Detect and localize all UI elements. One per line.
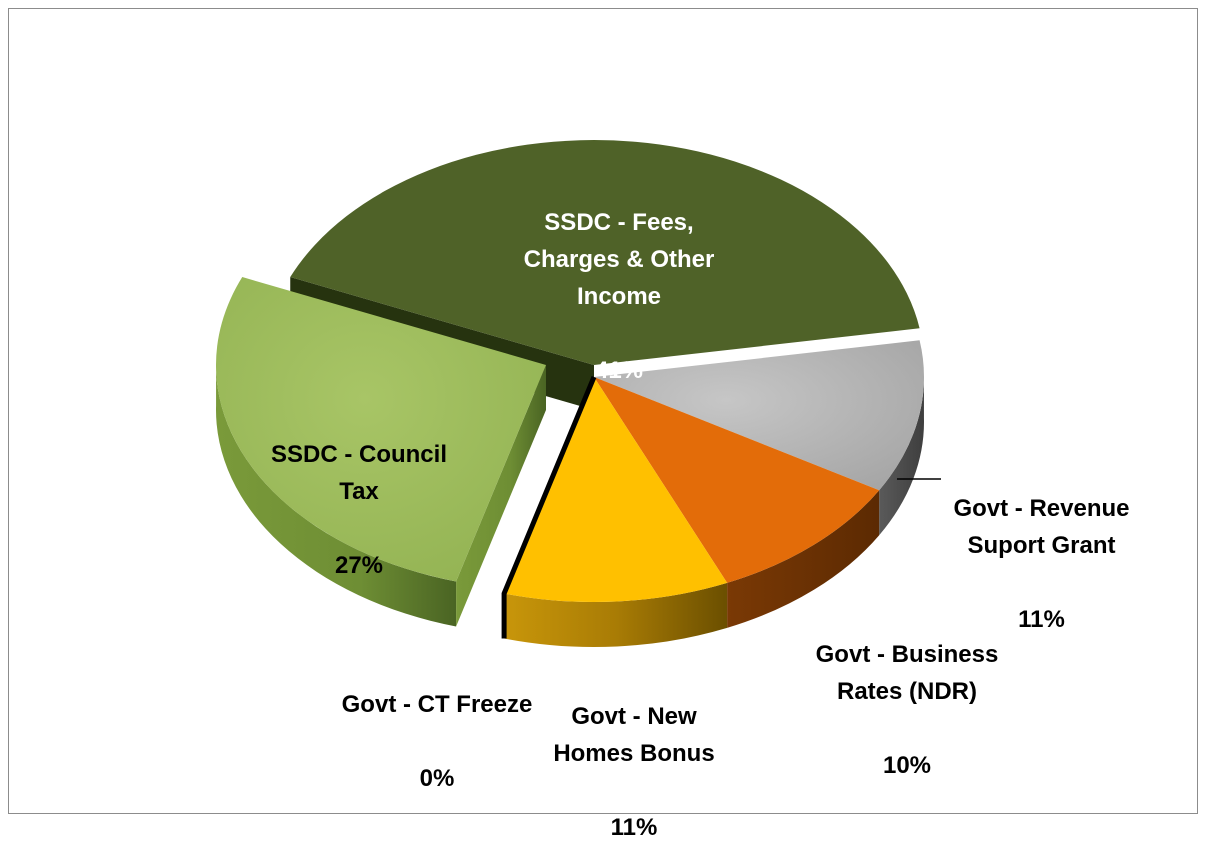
pie-chart — [215, 139, 941, 648]
label-ctfreeze: Govt - CT Freeze 0% — [317, 649, 557, 797]
label-ndr-value: 10% — [882, 752, 932, 779]
slice-top-fees — [290, 139, 920, 365]
slice-side-homes — [504, 582, 728, 648]
label-fees-name: SSDC - Fees, Charges & Other Income — [523, 209, 715, 310]
slice-top-council — [215, 277, 547, 582]
slice-side-rsg — [879, 373, 924, 536]
chart-frame: SSDC - Fees, Charges & Other Income 41% … — [8, 8, 1198, 841]
label-fees-value: 41% — [594, 357, 644, 384]
label-fees: SSDC - Fees, Charges & Other Income 41% — [484, 167, 754, 389]
label-ndr-name: Govt - Business Rates (NDR) — [815, 641, 999, 705]
slice-edge-ctfreeze — [501, 376, 597, 639]
label-homes-value: 11% — [610, 814, 658, 841]
label-council-value: 27% — [334, 552, 384, 579]
label-ctfreeze-value: 0% — [419, 765, 455, 792]
slice-side-ndr — [727, 490, 880, 628]
slice-top-rsg — [594, 340, 924, 491]
label-council: SSDC - Council Tax 27% — [249, 399, 469, 584]
label-rsg-name: Govt - Revenue Suport Grant — [953, 495, 1130, 559]
slice-top-ndr — [594, 377, 880, 583]
slice-wall-council — [456, 365, 546, 627]
label-homes: Govt - New Homes Bonus 11% — [534, 661, 734, 846]
label-ctfreeze-name: Govt - CT Freeze — [341, 691, 533, 718]
slice-side-council — [215, 360, 457, 627]
slice-top-homes — [504, 377, 728, 602]
label-rsg-value: 11% — [1018, 606, 1065, 633]
label-rsg: Govt - Revenue Suport Grant 11% — [934, 453, 1149, 638]
label-homes-name: Govt - New Homes Bonus — [553, 703, 715, 767]
label-ndr: Govt - Business Rates (NDR) 10% — [792, 599, 1022, 784]
label-council-name: SSDC - Council Tax — [270, 441, 447, 505]
